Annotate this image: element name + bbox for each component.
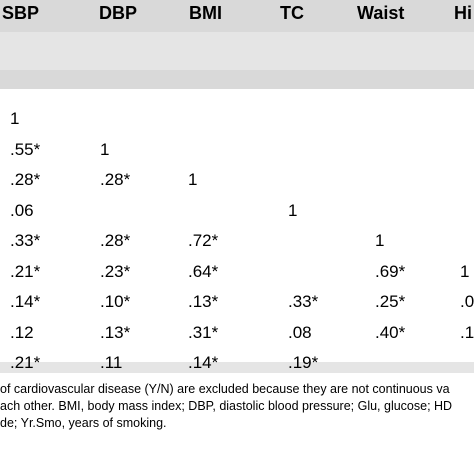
column-header-dbp: DBP xyxy=(99,3,138,23)
table-cell-bmi: .14* xyxy=(188,353,219,372)
table-cell-dbp: .13* xyxy=(100,322,131,342)
table-row: .55* 1 xyxy=(0,136,474,166)
table-cell-sbp: .33* xyxy=(10,231,41,250)
table-bottom-band xyxy=(0,362,474,373)
table-cell-dbp: .28* xyxy=(100,231,131,250)
table-cell-tc: 1 xyxy=(288,200,298,220)
column-header-waist: Waist xyxy=(357,3,405,23)
table-cell-bmi: .64* xyxy=(188,261,219,281)
table-cell-bmi: .31* xyxy=(188,322,219,342)
table-cell-tc: .33* xyxy=(288,292,319,311)
table-cell-tc: .19* xyxy=(288,353,319,372)
table-cell-waist: .69* xyxy=(375,261,406,281)
table-cell-bmi: .72* xyxy=(188,231,219,250)
table-cell-tc: .08 xyxy=(288,322,312,342)
header-band xyxy=(0,32,474,70)
table-cell-dbp: .23* xyxy=(100,261,131,281)
table-row: .12 .13* .31* .08 .40* .17 xyxy=(0,319,474,349)
column-header-hip: Hi xyxy=(454,3,472,23)
table-cell-waist: 1 xyxy=(375,231,385,250)
table-row: .21* .11 .14* .19* xyxy=(0,349,474,379)
table-cell-sbp: .55* xyxy=(10,139,41,159)
table-row: .06 1 xyxy=(0,197,474,227)
table-cell-sbp: .28* xyxy=(10,170,41,189)
table-row: .28* .28* 1 xyxy=(0,166,474,196)
table-cell-sbp: .21* xyxy=(10,261,41,281)
table-cell-bmi: 1 xyxy=(188,170,198,189)
table-cell-dbp: .10* xyxy=(100,292,131,311)
table-row: 1 xyxy=(0,105,474,135)
table-cell-sbp: .14* xyxy=(10,292,41,311)
table-cell-dbp: 1 xyxy=(100,139,110,159)
column-header-sbp: SBP xyxy=(2,3,40,23)
column-header-bmi: BMI xyxy=(189,3,222,23)
footnote-line: ach other. BMI, body mass index; DBP, di… xyxy=(0,399,453,413)
table-cell-waist: .40* xyxy=(375,322,406,342)
table-cell-dbp: .11 xyxy=(100,353,123,372)
footnote-line: of cardiovascular disease (Y/N) are excl… xyxy=(0,382,450,396)
table-row: .33* .28* .72* 1 xyxy=(0,227,474,257)
table-cell-hip: .17 xyxy=(460,322,474,342)
table-cell-bmi: .13* xyxy=(188,292,219,311)
table-cell-waist: .25* xyxy=(375,292,406,311)
header-rule-band xyxy=(0,70,474,89)
table-cell-dbp: .28* xyxy=(100,170,131,189)
column-header-tc: TC xyxy=(280,3,304,23)
table-cell-sbp: .06 xyxy=(10,200,34,220)
table-cell-hip: .06 xyxy=(460,292,474,311)
table-row: .14* .10* .13* .33* .25* .06 xyxy=(0,288,474,318)
table-cell-hip: 1 xyxy=(460,261,470,281)
table-footnote: of cardiovascular disease (Y/N) are excl… xyxy=(0,381,474,432)
table-cell-sbp: 1 xyxy=(10,109,20,128)
table-row: .21* .23* .64* .69* 1 xyxy=(0,258,474,288)
table-cell-sbp: .21* xyxy=(10,353,41,372)
table-cell-sbp: .12 xyxy=(10,322,34,342)
table-header: SBP DBP BMI TC Waist Hi xyxy=(0,0,474,32)
footnote-line: de; Yr.Smo, years of smoking. xyxy=(0,416,167,430)
